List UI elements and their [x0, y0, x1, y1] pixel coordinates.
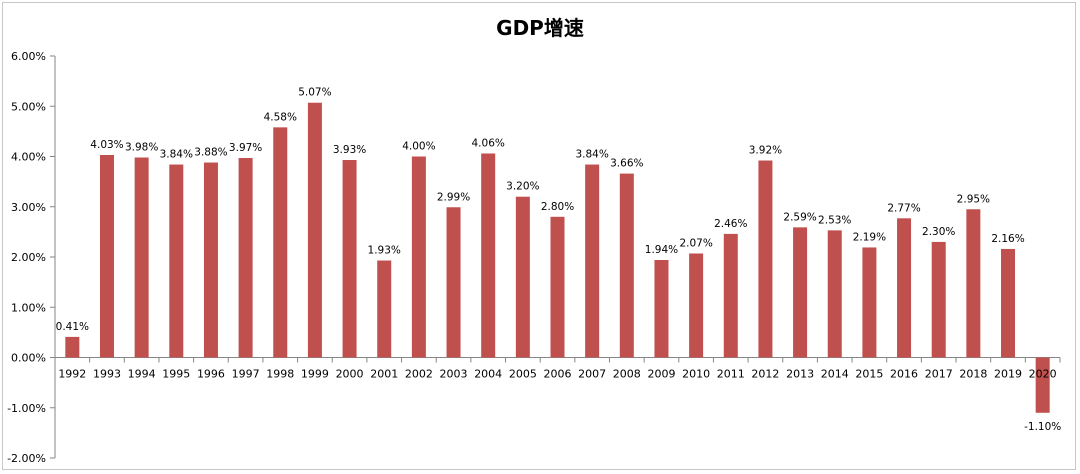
y-tick-label: -2.00%	[7, 452, 46, 465]
x-tick-label: 2007	[578, 368, 606, 381]
x-tick-label: 2012	[751, 368, 779, 381]
bar	[446, 207, 461, 358]
data-label: 2.80%	[541, 201, 574, 213]
data-label: 2.07%	[679, 237, 712, 249]
data-label: -1.10%	[1024, 421, 1061, 433]
data-label: 0.41%	[56, 321, 89, 333]
x-tick-label: 1993	[93, 368, 121, 381]
data-label: 4.00%	[402, 141, 435, 153]
data-label: 1.93%	[368, 245, 401, 257]
bar	[585, 164, 600, 358]
bar	[203, 162, 218, 358]
x-tick-label: 1998	[266, 368, 294, 381]
bar	[723, 233, 738, 358]
data-label: 3.88%	[194, 147, 227, 159]
x-tick-label: 2019	[994, 368, 1022, 381]
data-label: 2.59%	[783, 211, 816, 223]
bar	[931, 241, 946, 358]
data-label: 3.66%	[610, 158, 643, 170]
data-label: 3.84%	[160, 149, 193, 161]
x-tick-label: 2001	[370, 368, 398, 381]
bar	[793, 227, 808, 358]
x-tick-label: 2010	[682, 368, 710, 381]
data-label: 3.92%	[749, 145, 782, 157]
bar	[827, 230, 842, 358]
data-label: 2.46%	[714, 218, 747, 230]
bar	[169, 164, 184, 358]
x-tick-label: 2016	[890, 368, 918, 381]
x-tick-label: 2015	[855, 368, 883, 381]
x-tick-label: 1992	[58, 368, 86, 381]
bar	[411, 156, 426, 358]
y-tick-label: 5.00%	[11, 100, 46, 113]
data-label: 2.30%	[922, 226, 955, 238]
y-tick-label: 0.00%	[11, 352, 46, 365]
bar	[619, 173, 634, 358]
data-label: 3.93%	[333, 144, 366, 156]
bar	[99, 154, 114, 358]
data-label: 3.97%	[229, 142, 262, 154]
y-tick-label: 4.00%	[11, 151, 46, 164]
x-tick-label: 2014	[821, 368, 849, 381]
data-label: 3.20%	[506, 181, 539, 193]
x-tick-label: 2004	[474, 368, 502, 381]
y-tick-label: 3.00%	[11, 201, 46, 214]
data-label: 2.19%	[853, 231, 886, 243]
x-tick-label: 1997	[232, 368, 260, 381]
bar	[134, 157, 149, 358]
bar	[342, 160, 357, 358]
x-tick-label: 2011	[717, 368, 745, 381]
bar	[515, 196, 530, 358]
bar	[65, 336, 80, 358]
bar	[307, 102, 322, 358]
data-label: 2.99%	[437, 191, 470, 203]
data-label: 4.06%	[472, 137, 505, 149]
x-tick-label: 2000	[336, 368, 364, 381]
x-tick-label: 2020	[1029, 368, 1057, 381]
x-tick-label: 2003	[440, 368, 468, 381]
y-tick-label: -1.00%	[7, 402, 46, 415]
data-label: 5.07%	[298, 87, 331, 99]
bar	[238, 158, 253, 358]
x-tick-label: 1996	[197, 368, 225, 381]
x-tick-label: 2006	[544, 368, 572, 381]
data-label: 1.94%	[645, 244, 678, 256]
bar	[758, 160, 773, 358]
bar	[377, 260, 392, 358]
bar	[654, 260, 669, 358]
bar	[897, 218, 912, 358]
x-tick-label: 2017	[925, 368, 953, 381]
x-tick-label: 1994	[128, 368, 156, 381]
x-tick-label: 2018	[959, 368, 987, 381]
y-tick-label: 2.00%	[11, 251, 46, 264]
bar	[862, 247, 877, 358]
y-tick-label: 6.00%	[11, 50, 46, 63]
x-tick-label: 2005	[509, 368, 537, 381]
bar	[481, 153, 496, 358]
x-tick-label: 1999	[301, 368, 329, 381]
data-label: 3.84%	[575, 149, 608, 161]
data-label: 4.58%	[264, 111, 297, 123]
data-label: 4.03%	[90, 139, 123, 151]
x-tick-label: 2009	[647, 368, 675, 381]
data-label: 2.77%	[887, 202, 920, 214]
bar	[1035, 357, 1050, 413]
data-label: 3.98%	[125, 142, 158, 154]
bar	[966, 209, 981, 358]
bar	[550, 216, 565, 358]
chart-title: GDP增速	[496, 16, 584, 40]
x-tick-label: 1995	[162, 368, 190, 381]
y-tick-label: 1.00%	[11, 301, 46, 314]
bar	[1001, 248, 1016, 358]
x-tick-label: 2008	[613, 368, 641, 381]
data-label: 2.53%	[818, 214, 851, 226]
data-label: 2.95%	[957, 193, 990, 205]
x-tick-label: 2002	[405, 368, 433, 381]
bar	[689, 253, 704, 358]
bar	[273, 127, 288, 358]
data-label: 2.16%	[991, 233, 1024, 245]
x-tick-label: 2013	[786, 368, 814, 381]
